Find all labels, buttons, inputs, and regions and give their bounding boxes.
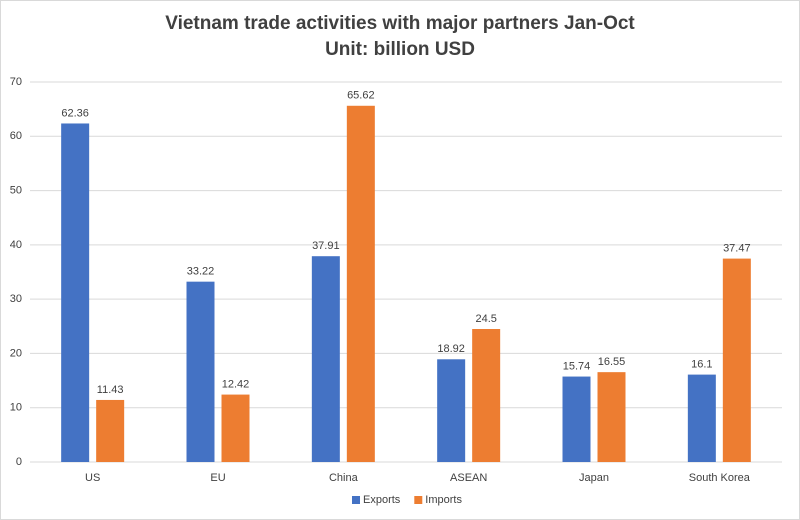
chart-title: Vietnam trade activities with major part…	[165, 13, 635, 34]
data-label: 33.22	[187, 266, 215, 278]
legend-swatch	[414, 496, 423, 504]
data-label: 24.5	[475, 313, 496, 325]
x-tick-label: Japan	[579, 472, 609, 484]
x-tick-label: US	[85, 472, 100, 484]
bar	[346, 105, 375, 462]
y-tick-label: 40	[10, 239, 22, 251]
data-label: 18.92	[437, 343, 465, 355]
legend-label: Imports	[425, 494, 462, 506]
data-label: 15.74	[563, 360, 591, 372]
bar	[722, 258, 751, 462]
data-label: 16.55	[598, 356, 626, 368]
data-label: 11.43	[97, 384, 124, 396]
x-tick-label: South Korea	[689, 472, 751, 484]
bar	[437, 359, 466, 462]
x-tick-label: ASEAN	[450, 472, 487, 484]
bar	[221, 394, 250, 462]
data-label: 37.47	[723, 242, 751, 254]
data-label: 37.91	[312, 240, 340, 252]
bar	[472, 329, 501, 462]
bar	[311, 256, 340, 462]
bar	[597, 372, 626, 462]
bar	[61, 123, 90, 462]
y-tick-label: 20	[10, 347, 22, 359]
legend-swatch	[352, 496, 360, 504]
data-label: 65.62	[347, 90, 375, 102]
x-tick-label: China	[329, 472, 359, 484]
y-tick-label: 0	[16, 456, 22, 468]
legend-label: Exports	[363, 494, 401, 506]
data-label: 62.36	[61, 107, 89, 119]
y-tick-label: 50	[10, 184, 22, 196]
x-tick-label: EU	[210, 472, 225, 484]
data-label: 16.1	[691, 359, 712, 371]
bar	[687, 374, 716, 462]
bar	[562, 376, 591, 462]
y-tick-label: 10	[10, 402, 22, 414]
bar	[96, 399, 125, 462]
chart-subtitle: Unit: billion USD	[325, 39, 475, 60]
data-label: 12.42	[222, 378, 250, 390]
y-tick-label: 30	[10, 293, 22, 305]
bar	[186, 281, 215, 462]
y-tick-label: 60	[10, 130, 22, 142]
y-tick-label: 70	[10, 76, 22, 88]
